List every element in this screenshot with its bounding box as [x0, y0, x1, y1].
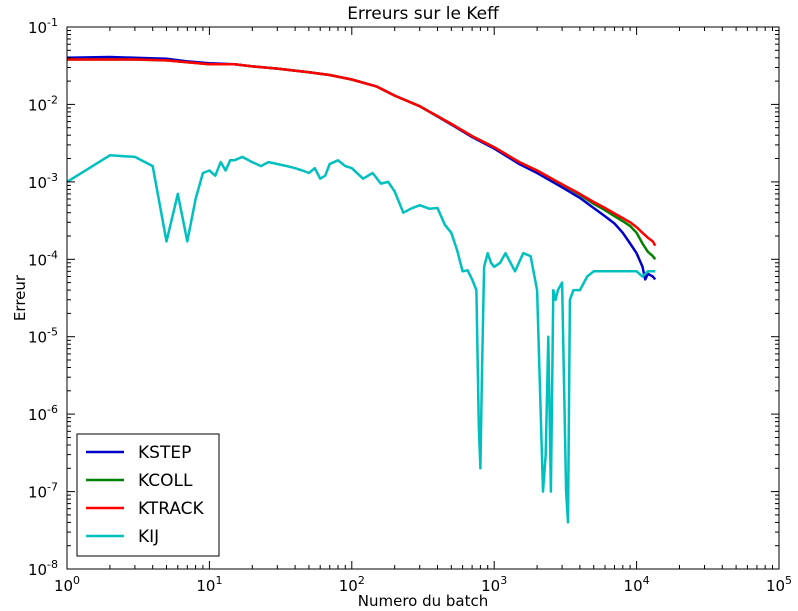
legend-label-ktrack: KTRACK	[138, 499, 205, 519]
legend-label-kcoll: KCOLL	[138, 471, 193, 491]
y-tick-label: 10-3	[28, 171, 58, 192]
series-line-kstep	[66, 55, 657, 281]
series-line-ktrack	[67, 58, 657, 247]
x-tick-label: 103	[481, 574, 507, 595]
y-tick-label: 10-2	[28, 93, 58, 114]
y-axis-title: Erreur	[11, 274, 29, 321]
x-tick-label: 101	[196, 574, 222, 595]
plot-series	[66, 55, 657, 524]
x-tick-label: 104	[624, 574, 650, 595]
y-tick-label: 10-6	[28, 403, 58, 424]
legend: KSTEP KCOLL KTRACK KIJ	[76, 433, 220, 557]
x-tick-label: 105	[766, 574, 792, 595]
y-tick-label: 10-5	[28, 326, 58, 347]
legend-label-kstep: KSTEP	[138, 443, 191, 463]
x-tick-labels: 100 101 102 103 104 105	[54, 574, 792, 595]
x-axis-title: Numero du batch	[358, 592, 489, 610]
x-tick-label: 100	[54, 574, 80, 595]
x-tick-label: 102	[339, 574, 365, 595]
series-line-kcoll	[67, 58, 657, 261]
y-tick-label: 10-7	[28, 481, 58, 502]
series-line-kij	[66, 154, 656, 524]
y-tick-labels: 10-8 10-7 10-6 10-5 10-4 10-3 10-2 10-1	[28, 16, 58, 579]
y-tick-label: 10-4	[28, 248, 58, 269]
legend-label-kij: KIJ	[138, 527, 159, 547]
y-tick-label: 10-1	[28, 16, 58, 37]
axis-ticks	[66, 26, 780, 570]
chart-title: Erreurs sur le Keff	[347, 4, 500, 24]
plot-frame	[66, 26, 780, 570]
y-tick-label: 10-8	[28, 558, 58, 579]
